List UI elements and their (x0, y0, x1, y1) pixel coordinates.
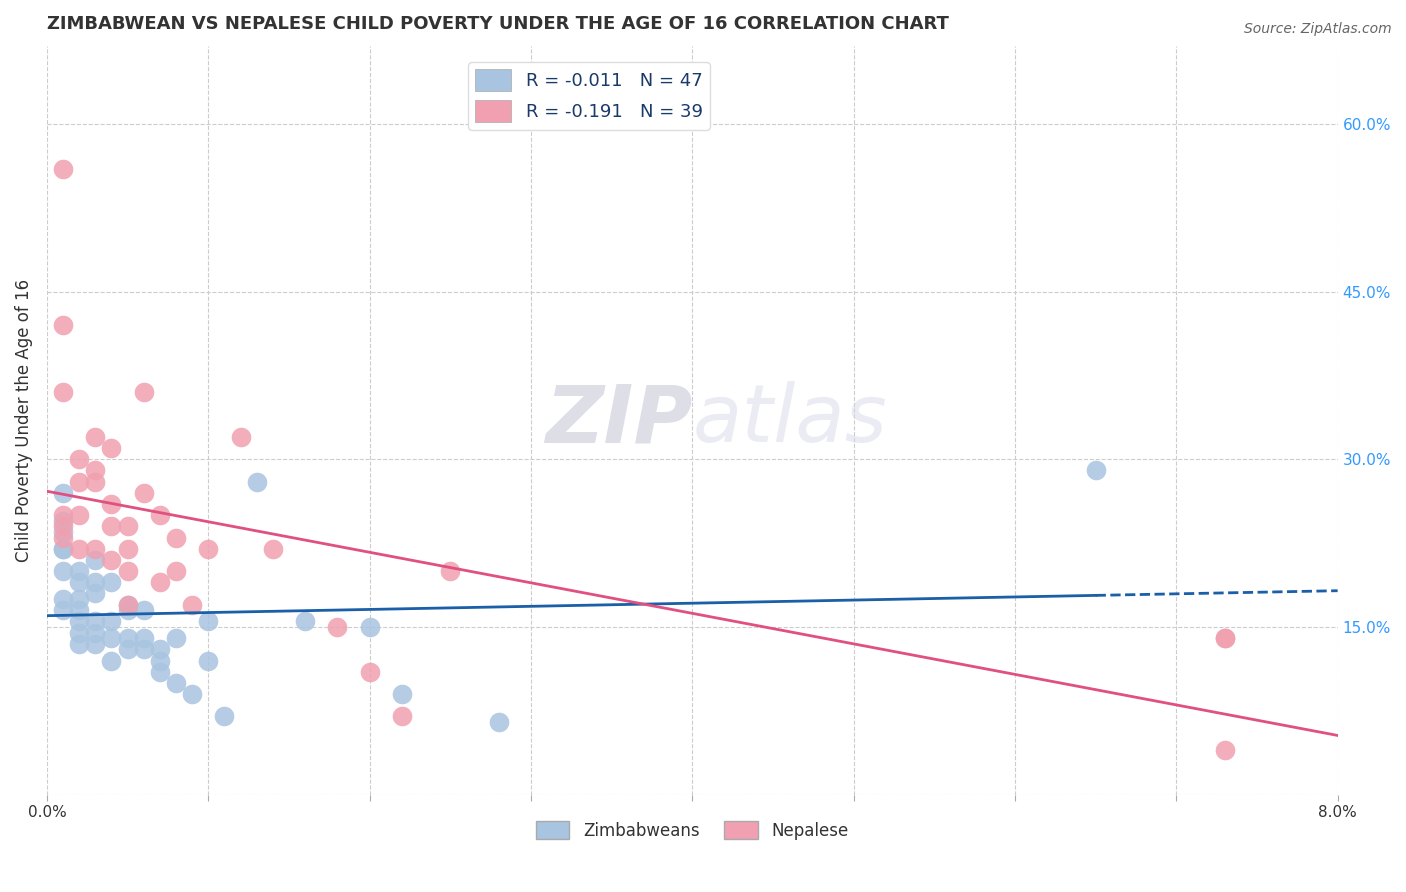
Point (67, 615, 90, 629)
Point (67, 637, 90, 651)
Point (117, 631, 139, 645)
Point (359, 620, 381, 634)
Text: ZIMBABWEAN VS NEPALESE CHILD POVERTY UNDER THE AGE OF 16 CORRELATION CHART: ZIMBABWEAN VS NEPALESE CHILD POVERTY UND… (46, 15, 949, 33)
Point (149, 575, 172, 590)
Point (100, 497, 122, 511)
Point (391, 709, 413, 723)
Text: ZIP: ZIP (546, 381, 692, 459)
Point (294, 615, 316, 629)
Point (52, 486, 75, 500)
Text: atlas: atlas (692, 381, 887, 459)
Point (67, 592, 90, 607)
Point (100, 654, 122, 668)
Point (262, 541, 284, 556)
Point (132, 385, 155, 400)
Point (100, 615, 122, 629)
Point (391, 687, 413, 701)
Point (67, 452, 90, 467)
Point (84, 475, 107, 489)
Point (117, 598, 139, 612)
Point (117, 564, 139, 578)
Point (132, 603, 155, 617)
Point (67, 541, 90, 556)
Point (1213, 631, 1236, 645)
Point (439, 564, 461, 578)
Point (84, 637, 107, 651)
Point (132, 642, 155, 657)
Point (52, 385, 75, 400)
Point (52, 519, 75, 533)
Point (52, 318, 75, 333)
Point (84, 553, 107, 567)
Point (52, 541, 75, 556)
Point (1084, 463, 1107, 477)
Point (117, 642, 139, 657)
Point (197, 654, 219, 668)
Legend: Zimbabweans, Nepalese: Zimbabweans, Nepalese (530, 814, 855, 847)
Point (52, 508, 75, 523)
Text: Source: ZipAtlas.com: Source: ZipAtlas.com (1244, 22, 1392, 37)
Point (52, 541, 75, 556)
Point (359, 665, 381, 679)
Point (117, 603, 139, 617)
Point (84, 541, 107, 556)
Point (67, 508, 90, 523)
Point (84, 463, 107, 477)
Y-axis label: Child Poverty Under the Age of 16: Child Poverty Under the Age of 16 (15, 278, 32, 562)
Point (52, 564, 75, 578)
Point (1213, 631, 1236, 645)
Point (132, 486, 155, 500)
Point (149, 665, 172, 679)
Point (67, 564, 90, 578)
Point (197, 615, 219, 629)
Point (326, 620, 349, 634)
Point (117, 519, 139, 533)
Point (67, 625, 90, 640)
Point (100, 553, 122, 567)
Point (149, 508, 172, 523)
Point (52, 524, 75, 539)
Point (246, 475, 269, 489)
Point (488, 714, 510, 729)
Point (84, 615, 107, 629)
Point (84, 575, 107, 590)
Point (165, 631, 187, 645)
Point (165, 531, 187, 545)
Point (52, 603, 75, 617)
Point (181, 687, 204, 701)
Point (52, 592, 75, 607)
Point (67, 603, 90, 617)
Point (197, 541, 219, 556)
Point (100, 575, 122, 590)
Point (84, 586, 107, 600)
Point (229, 430, 252, 444)
Point (1213, 743, 1236, 757)
Point (67, 575, 90, 590)
Point (132, 631, 155, 645)
Point (149, 654, 172, 668)
Point (84, 430, 107, 444)
Point (100, 631, 122, 645)
Point (100, 441, 122, 455)
Point (52, 161, 75, 176)
Point (67, 475, 90, 489)
Point (52, 531, 75, 545)
Point (149, 642, 172, 657)
Point (181, 598, 204, 612)
Point (84, 625, 107, 640)
Point (117, 541, 139, 556)
Point (100, 519, 122, 533)
Point (214, 709, 236, 723)
Point (165, 676, 187, 690)
Point (165, 564, 187, 578)
Point (117, 598, 139, 612)
Point (52, 514, 75, 528)
